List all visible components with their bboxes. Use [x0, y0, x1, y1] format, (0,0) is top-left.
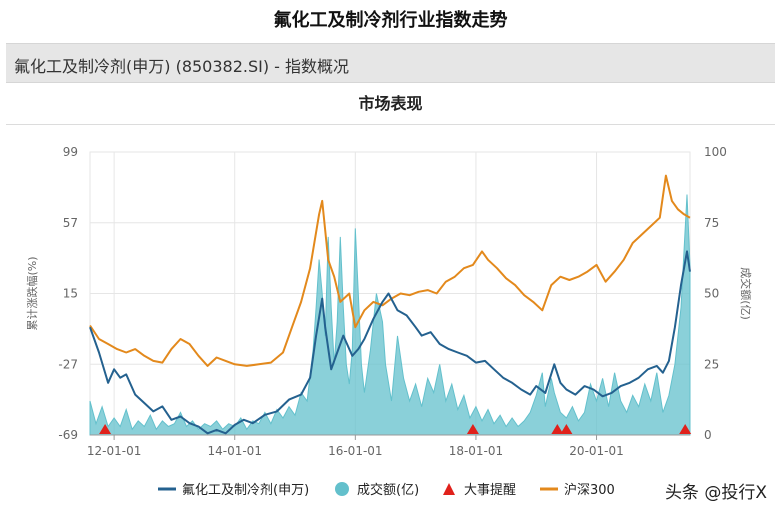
axis-layer: -69 -27 15 57 99 0 25 50 75 100 12-01-01 14-01-01 16…: [25, 145, 753, 458]
legend-swatch-triangle: [443, 483, 455, 495]
legend-swatch-dot: [335, 482, 349, 496]
legend: 氟化工及制冷剂(申万) 成交额(亿) 大事提醒 沪深300: [158, 482, 615, 498]
y-right-tick-label: 50: [704, 287, 719, 301]
event-marker-layer: [99, 424, 692, 434]
section-title: 市场表现: [358, 94, 423, 113]
x-tick-label: 18-01-01: [449, 444, 503, 458]
index-header-bar: 氟化工及制冷剂(申万) (850382.SI) - 指数概况: [6, 43, 775, 83]
series-line-layer: [89, 174, 691, 435]
y-left-axis-title: 累计涨跌幅(%): [25, 256, 39, 330]
y-left-tick-label: -69: [58, 428, 78, 442]
y-left-tick-label: 57: [63, 216, 78, 230]
legend-label: 氟化工及制冷剂(申万): [182, 483, 309, 498]
y-right-tick-label: 100: [704, 145, 727, 159]
x-tick-label: 14-01-01: [207, 444, 261, 458]
legend-label: 成交额(亿): [357, 482, 419, 498]
y-left-tick-label: 15: [63, 287, 78, 301]
page-title: 氟化工及制冷剂行业指数走势: [273, 10, 508, 31]
volume-area-layer: [89, 194, 691, 436]
x-tick-label: 20-01-01: [569, 444, 623, 458]
hs300-line: [89, 174, 691, 367]
y-right-tick-label: 75: [704, 216, 719, 230]
index-name: 氟化工及制冷剂(申万) (850382.SI) - 指数概况: [14, 57, 350, 76]
y-left-tick-label: -27: [58, 357, 78, 371]
event-marker: [99, 424, 112, 434]
market-performance-chart: -69 -27 15 57 99 0 25 50 75 100 12-01-01 14-01-01 16…: [25, 145, 753, 498]
watermark: 头条 @投行X: [664, 483, 767, 503]
y-right-tick-label: 25: [704, 357, 719, 371]
y-right-axis-title: 成交额(亿): [739, 267, 753, 320]
event-marker: [466, 424, 479, 434]
event-marker: [560, 424, 573, 434]
section-divider: [6, 124, 775, 125]
event-marker: [551, 424, 564, 434]
index-line: [89, 250, 691, 435]
y-left-tick-label: 99: [63, 145, 78, 159]
legend-label: 沪深300: [564, 482, 615, 498]
y-right-tick-label: 0: [704, 428, 712, 442]
x-tick-label: 12-01-01: [87, 444, 141, 458]
event-marker: [679, 424, 692, 434]
volume-area: [89, 194, 691, 436]
x-tick-label: 16-01-01: [328, 444, 382, 458]
legend-label: 大事提醒: [464, 482, 516, 498]
